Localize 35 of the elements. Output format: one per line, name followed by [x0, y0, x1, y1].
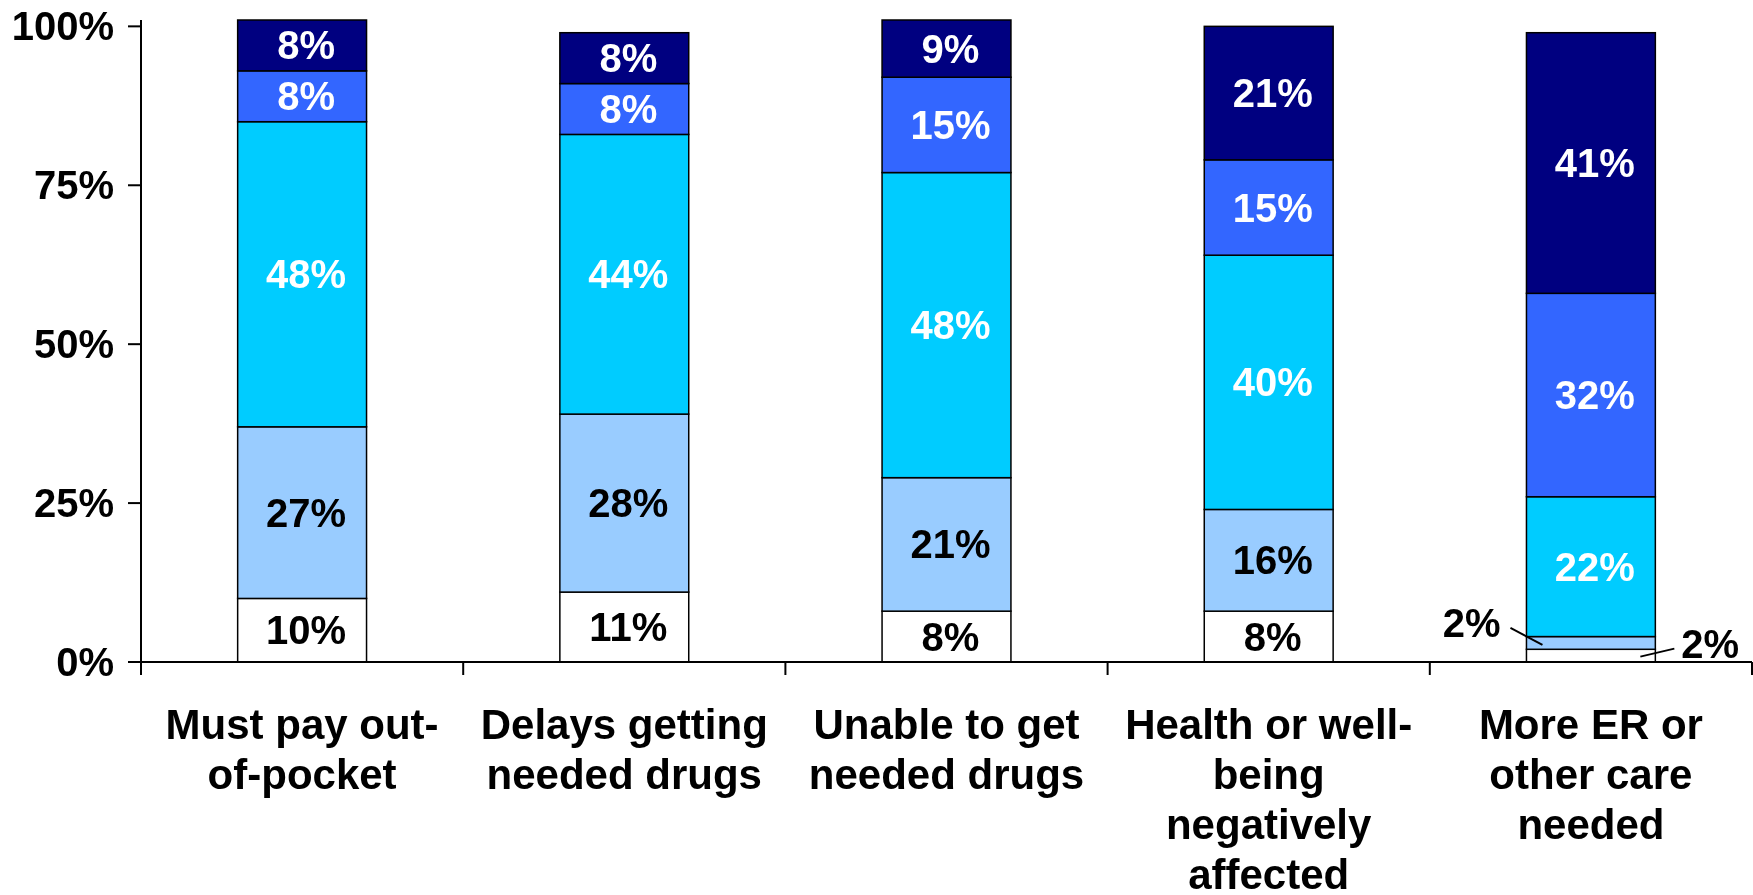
data-label: 9% — [921, 26, 980, 71]
data-label: 27% — [266, 490, 347, 535]
data-label: 48% — [910, 303, 991, 348]
y-tick-label: 50% — [33, 322, 114, 367]
x-tick-label: Health or well-being negatively affected — [1125, 701, 1413, 895]
data-label: 22% — [1554, 544, 1635, 589]
data-label: 8% — [599, 86, 658, 131]
x-tick-label: Unable to get needed drugs — [808, 701, 1085, 798]
y-tick-label: 100% — [11, 4, 114, 49]
x-tick-label: Delays getting needed drugs — [480, 701, 768, 798]
data-label: 16% — [1232, 538, 1313, 583]
data-label: 10% — [266, 608, 347, 653]
data-label: 2% — [1681, 621, 1740, 666]
data-label: 21% — [910, 522, 991, 567]
data-label: 40% — [1232, 360, 1313, 405]
data-label: 8% — [277, 74, 336, 119]
y-tick-label: 0% — [56, 640, 114, 684]
data-label: 8% — [1243, 614, 1302, 659]
data-label: 41% — [1554, 141, 1635, 186]
x-tick-label: More ER or other care needed — [1478, 701, 1703, 848]
data-label: 8% — [921, 614, 980, 659]
y-tick-label: 25% — [33, 481, 114, 526]
x-tick-label: Must pay out-of-pocket — [165, 701, 439, 798]
data-label: 21% — [1232, 71, 1313, 116]
data-label: 2% — [1442, 600, 1501, 645]
data-label: 32% — [1554, 373, 1635, 418]
y-tick-label: 75% — [33, 163, 114, 208]
data-label: 44% — [588, 252, 669, 297]
data-label: 28% — [588, 481, 669, 526]
data-label: 15% — [910, 102, 991, 147]
data-label: 48% — [266, 252, 347, 297]
data-label: 15% — [1232, 185, 1313, 230]
data-label: 8% — [599, 36, 658, 81]
data-label: 11% — [589, 605, 668, 650]
data-label: 8% — [277, 23, 336, 68]
